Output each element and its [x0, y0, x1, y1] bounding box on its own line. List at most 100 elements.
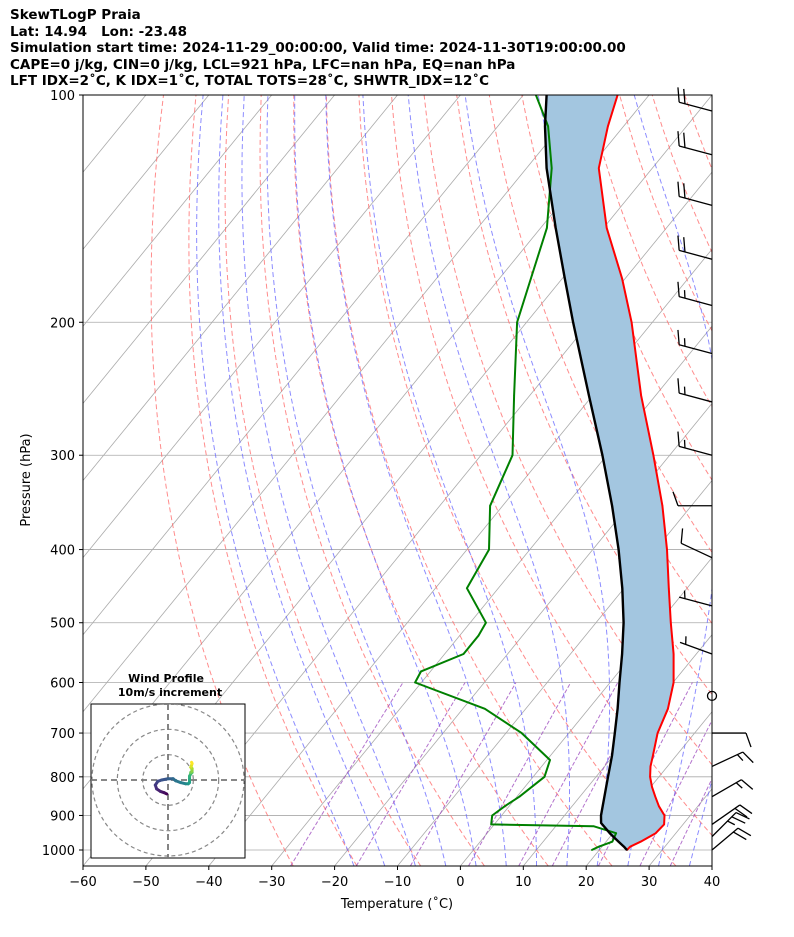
wind-barb: [711, 811, 750, 838]
profile-lines: [414, 95, 675, 851]
temperature-data-point: [629, 845, 631, 848]
temperature-data-point: [670, 621, 672, 624]
dewpoint-data-point: [598, 845, 600, 848]
temperature-data-point: [654, 832, 657, 834]
wind-barb-shaft: [678, 392, 713, 403]
dewpoint-data-point: [513, 394, 515, 397]
wind-barb: [712, 732, 752, 748]
isotherm-line: [145, 171, 712, 866]
wind-barb: [677, 281, 713, 307]
wind-barb-flag: [739, 804, 753, 815]
wind-barb: [677, 235, 713, 260]
parcel-data-point: [544, 125, 546, 128]
parcel-data-point: [617, 840, 620, 843]
wind-barb-shaft: [678, 145, 713, 156]
dewpoint-data-point: [490, 823, 493, 826]
temperature-data-point: [640, 394, 642, 397]
y-tick-label: 300: [50, 449, 75, 464]
dewpoint-data-point: [549, 759, 551, 761]
dry-adiabat-line: [651, 95, 712, 254]
x-tick-label: −50: [132, 875, 159, 890]
isotherm-line: [83, 95, 524, 636]
dewpoint-data-point: [590, 849, 593, 851]
dewpoint-data-point: [485, 621, 487, 624]
wind-barb-flag: [683, 88, 686, 104]
wind-barb-flag: [677, 431, 680, 447]
isotherm-line: [83, 95, 210, 250]
temperature-data-point: [667, 708, 669, 710]
wind-barb-half-flag: [735, 782, 743, 789]
dewpoint-data-point: [611, 840, 614, 843]
profile-fill: [545, 95, 674, 850]
dewpoint-data-point: [466, 587, 468, 589]
dewpoint-data-point: [547, 125, 549, 128]
parcel-data-point: [611, 505, 613, 507]
isotherm-line: [83, 95, 398, 482]
dewpoint-data-point: [546, 227, 548, 229]
dewpoint-data-point: [477, 634, 480, 637]
wind-barb-shaft: [678, 195, 713, 206]
wind-barb: [677, 131, 713, 156]
wind-barb-half-flag: [736, 754, 744, 761]
wind-barb-flag: [677, 329, 680, 345]
isotherm-line: [397, 479, 712, 866]
parcel-data-point: [617, 548, 620, 551]
dewpoint-data-point: [484, 708, 486, 710]
mixing-ratio-line: [409, 682, 517, 866]
parcel-data-point: [623, 845, 625, 848]
temperature-data-point: [598, 167, 600, 169]
parcel-data-point: [572, 321, 574, 324]
temperature-data-point: [663, 823, 665, 826]
temperature-data-point: [661, 505, 664, 507]
isotherm-line: [585, 711, 712, 866]
temperature-data-point: [672, 653, 675, 655]
temperature-data-point: [668, 587, 670, 589]
wind-barb: [677, 87, 713, 112]
wind-barb-flag: [741, 779, 754, 790]
parcel-data-point: [609, 832, 611, 834]
wind-barb-flag: [735, 811, 750, 820]
x-tick-label: −60: [69, 875, 96, 890]
wind-barb-flag: [677, 131, 680, 147]
y-tick-label: 100: [50, 89, 75, 104]
wind-barb-shaft: [711, 804, 741, 825]
moist-adiabat-line: [196, 95, 355, 866]
wind-barb-shaft: [680, 542, 713, 559]
wind-barb: [677, 431, 713, 456]
isotherm-line: [460, 556, 712, 866]
isotherm-line: [83, 95, 273, 327]
wind-barb-flag: [677, 378, 680, 394]
temperature-data-point: [663, 814, 666, 817]
x-tick-label: 30: [641, 875, 658, 890]
parcel-data-point: [621, 653, 623, 655]
dry-adiabat-line: [188, 95, 358, 866]
dewpoint-data-point: [491, 814, 494, 817]
dry-adiabat-line: [150, 95, 294, 866]
station-title: SkewTLogP Praia: [10, 7, 141, 23]
moist-adiabat-line: [688, 778, 712, 866]
mixing-ratio-line: [290, 682, 404, 866]
wind-barb-flag: [731, 816, 746, 824]
parcel-data-point: [622, 621, 625, 624]
hodograph-inset: Wind Profile 10m/s increment: [90, 672, 246, 859]
hodograph-title: Wind Profile: [128, 672, 204, 685]
parcel-data-point: [545, 167, 548, 169]
wind-barb-shaft: [678, 596, 713, 607]
wind-barb: [711, 751, 754, 768]
wind-barb-flag: [683, 132, 686, 148]
temperature-data-point: [651, 786, 653, 788]
moist-adiabat-line: [362, 95, 537, 866]
wind-barb-shaft: [711, 827, 739, 851]
temperature-data-point: [621, 277, 623, 280]
mixing-ratio-line: [639, 719, 712, 866]
parcel-data-point: [611, 754, 613, 757]
stability-indices: LFT IDX=2˚C, K IDX=1˚C, TOTAL TOTS=28˚C,…: [10, 73, 490, 89]
y-tick-label: 800: [50, 771, 75, 786]
parcel-data-point: [588, 394, 590, 397]
parcel-data-point: [601, 454, 604, 457]
moist-adiabat-line: [325, 95, 507, 866]
hodograph-trace-segment: [190, 760, 194, 766]
temperature-data-point: [656, 732, 659, 734]
mixing-ratio-line: [355, 682, 466, 866]
